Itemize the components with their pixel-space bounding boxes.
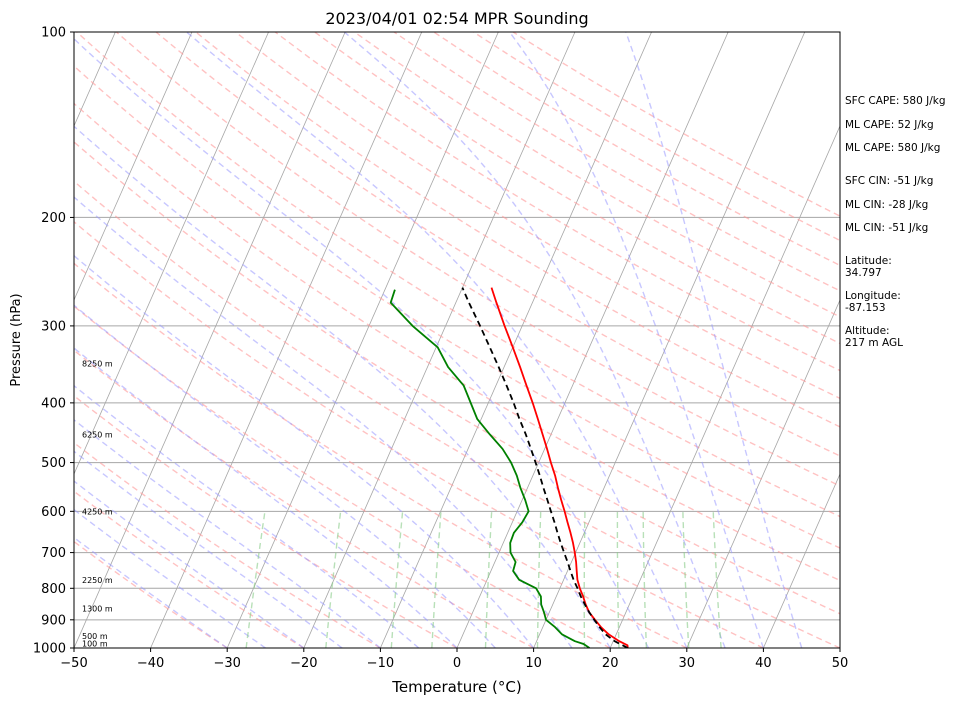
isotherm [456,32,729,648]
isotherm [533,32,806,648]
y-tick-label: 900 [41,613,66,628]
height-label: 1300 m [82,604,113,613]
moist-adiabat [343,32,726,648]
dry-adiabat [314,32,840,345]
annotations: SFC CAPE: 580 J/kg ML CAPE: 52 J/kg ML CAP… [845,95,946,349]
moist-adiabat [74,37,650,648]
chart-title: 2023/04/01 02:54 MPR Sounding [325,9,588,28]
isotherm [763,472,840,648]
y-tick-label: 1000 [33,642,66,657]
dry-adiabat [76,32,840,518]
mixing-ratio-line [325,511,342,648]
x-tick-label: 10 [525,656,542,671]
height-label: 8250 m [82,359,113,368]
y-tick-label: 400 [41,396,66,411]
x-tick-label: 40 [755,656,772,671]
moist-adiabat [186,32,688,648]
moist-adiabat [74,418,381,648]
height-label: 4250 m [82,507,113,516]
dry-adiabat [353,32,840,318]
dry-adiabat [74,349,534,648]
annotation-text: Longitude: -87.153 [845,290,901,314]
y-axis-label: Pressure (hPa) [9,293,24,386]
dry-adiabat [74,141,840,615]
dewpoint-profile [389,289,591,648]
moist-adiabat [625,32,803,648]
mixing-ratio-line [245,511,266,648]
x-axis-label: Temperature (°C) [391,678,521,696]
x-axis: −50 −40 −30 −20 −10 0 10 20 30 40 50 [60,648,848,671]
height-label: 100 m [82,640,108,649]
moist-adiabat [74,384,420,648]
isotherm [380,32,652,648]
parcel-profile [461,287,629,648]
height-label: 500 m [82,632,108,641]
y-tick-label: 500 [41,456,66,471]
y-tick-label: 800 [41,582,66,597]
dry-adiabat [74,220,764,648]
x-tick-label: −10 [367,656,394,671]
annotation-text: SFC CAPE: 580 J/kg [845,95,946,107]
annotation-text: ML CIN: -28 J/kg [845,199,928,211]
y-tick-label: 200 [41,211,66,226]
x-tick-label: −40 [137,656,164,671]
dry-adiabat [74,180,840,648]
annotation-text: ML CAPE: 580 J/kg [845,142,940,154]
dry-adiabat [74,490,305,648]
y-tick-label: 700 [41,546,66,561]
y-tick-label: 300 [41,319,66,334]
moist-adiabat [74,254,535,648]
moist-adiabat [74,480,305,648]
annotation-text: ML CIN: -51 J/kg [845,222,928,234]
annotation-text: Latitude: 34.797 [845,255,892,279]
isotherm [74,32,346,648]
dry-adiabat [234,32,840,400]
moist-adiabat [74,536,228,648]
y-tick-label: 600 [41,505,66,520]
moist-adiabat [74,304,496,648]
dry-adiabat [74,65,840,549]
series-layer [389,287,629,648]
dry-adiabat [74,305,611,648]
dry-adiabat [195,32,840,428]
moist-adiabat [74,450,343,648]
isotherm [303,32,576,648]
annotation-text: ML CAPE: 52 J/kg [845,119,934,131]
height-label: 6250 m [82,430,113,439]
y-axis: 100 200 300 400 500 600 700 800 900 1000 [33,26,74,657]
isotherm [686,298,840,648]
moist-adiabat [74,125,611,648]
annotation-text: SFC CIN: -51 J/kg [845,175,933,187]
dry-adiabat [74,394,458,648]
annotation-text: Altitude: 217 m AGL [845,325,903,349]
y-tick-label: 100 [41,26,66,41]
dry-adiabat [74,262,688,648]
x-tick-label: 50 [832,656,849,671]
moist-adiabat [74,508,266,648]
x-tick-label: 20 [602,656,619,671]
x-tick-label: −20 [290,656,317,671]
background-lines [74,32,840,648]
x-tick-label: −50 [60,656,87,671]
moist-adiabat [74,347,458,648]
dry-adiabat [74,441,381,648]
isotherm [74,32,193,301]
plot-background [74,32,840,648]
x-tick-label: −30 [213,656,240,671]
x-tick-label: 30 [679,656,696,671]
height-label: 2250 m [82,576,113,585]
dry-adiabat [74,102,840,582]
isotherm [74,32,269,475]
moist-adiabat [509,32,765,648]
x-tick-label: 0 [453,656,461,671]
isotherm [226,32,499,648]
isotherm [609,124,840,648]
